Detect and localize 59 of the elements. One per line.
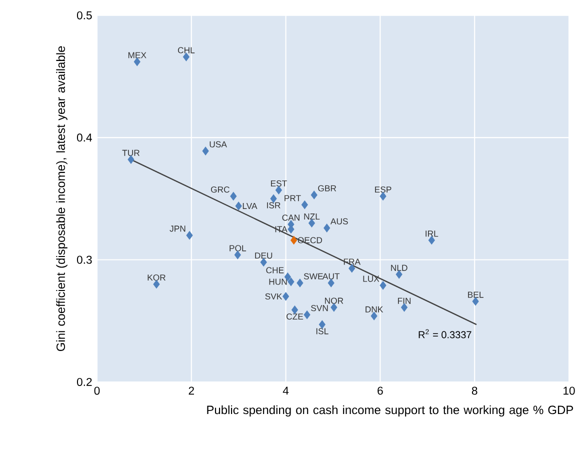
data-label: JPN <box>170 226 186 232</box>
data-label: CHE <box>266 267 284 274</box>
data-label: AUS <box>330 218 348 224</box>
data-label: TUR <box>122 150 140 156</box>
data-label: IRL <box>426 230 438 237</box>
data-label: GRC <box>210 186 230 193</box>
data-label: LUX <box>363 276 380 282</box>
point <box>290 236 298 244</box>
data-label: NOR <box>325 298 344 304</box>
data-label: ISL <box>316 328 328 334</box>
data-label: GBR <box>318 185 336 192</box>
point <box>304 310 310 320</box>
x-tick-label: 4 <box>282 386 289 394</box>
data-label: LVA <box>242 203 258 209</box>
data-label: SVK <box>265 293 282 300</box>
y-tick-label: 0.4 <box>76 134 92 142</box>
point <box>186 231 193 240</box>
point <box>235 202 242 210</box>
point <box>202 146 209 156</box>
point <box>230 192 237 200</box>
y-axis-title: Gini coefficient (disposable income), latest year available <box>56 46 68 352</box>
x-tick-label: 2 <box>188 386 194 395</box>
data-label: CAN <box>282 214 300 221</box>
point <box>282 292 290 301</box>
x-tick-label: 8 <box>472 386 478 395</box>
x-tick-label: 0 <box>94 386 100 395</box>
data-label: AUT <box>322 273 340 280</box>
y-tick-label: 0.5 <box>76 11 92 20</box>
point <box>288 277 294 286</box>
data-label: MEX <box>128 52 146 58</box>
data-label: FIN <box>398 298 411 304</box>
annotation: R$^{2}$ = 0.3337 <box>418 329 472 338</box>
data-label: PRT <box>284 195 301 202</box>
x-axis-title: Public spending on cash income support to the working age % GDP <box>207 405 574 417</box>
x-tick-label: 6 <box>378 386 383 395</box>
data-label: BEL <box>468 292 484 298</box>
data-label: ISR <box>267 202 280 208</box>
y-tick-label: 0.2 <box>76 378 92 386</box>
data-label: KOR <box>148 274 166 281</box>
point <box>301 200 308 210</box>
data-label: DEU <box>255 252 272 259</box>
data-label: NZL <box>304 214 320 220</box>
point <box>310 190 318 200</box>
data-label: CHL <box>178 47 195 54</box>
data-label: SWE <box>304 273 323 280</box>
data-label: CZE <box>286 313 304 320</box>
data-label: ESP <box>375 186 392 193</box>
y-tick-label: 0.3 <box>76 256 92 264</box>
data-label: HUN <box>269 278 287 285</box>
data-label: NLD <box>391 264 408 271</box>
data-label: SVN <box>311 305 328 312</box>
data-label: POL <box>230 245 246 252</box>
point <box>380 281 386 290</box>
x-tick-label: 10 <box>564 386 575 395</box>
data-label: DNK <box>366 306 384 312</box>
point <box>324 224 330 232</box>
data-label: USA <box>210 141 227 148</box>
data-label: EST <box>271 180 287 187</box>
point <box>296 278 304 288</box>
